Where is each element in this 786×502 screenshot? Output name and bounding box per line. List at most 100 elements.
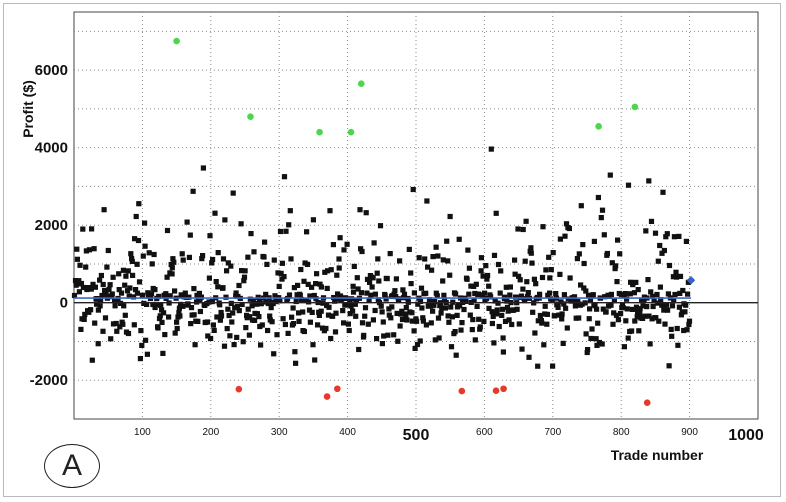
trade-point [327,208,333,214]
trade-point [520,286,526,292]
trade-point [583,288,589,294]
trade-point [507,284,513,290]
trade-point [544,321,550,327]
trade-point [423,322,429,328]
trade-point [506,317,512,323]
trade-point [80,284,86,291]
trade-point [533,281,539,287]
trade-point [129,256,135,262]
trade-point [208,335,214,342]
trade-point [277,298,283,304]
trade-point [403,305,409,311]
trade-point [433,244,439,250]
trade-point [335,291,341,297]
trade-point [100,328,106,334]
trade-point [666,262,673,269]
trade-point [561,301,567,307]
trade-point [596,339,602,346]
trade-point [432,299,438,305]
trade-point [220,256,227,262]
trade-point [92,320,98,326]
trade-point [411,290,417,296]
trade-point [271,257,277,263]
trade-point [415,301,421,307]
trade-point [209,260,215,266]
trade-point [604,250,610,257]
trade-point [595,320,601,326]
trade-point [399,316,406,323]
trade-point [211,327,217,333]
trade-point [236,282,242,289]
trade-points [71,146,693,369]
trade-point [116,271,122,277]
x-tick-label: 500 [403,427,430,444]
trade-point [516,321,522,327]
trade-point [431,302,437,308]
trade-point [495,261,502,268]
trade-point [200,253,206,259]
trade-point [386,312,392,318]
trade-point [355,286,361,292]
trade-point [354,275,360,281]
trade-point [125,268,131,274]
trade-point [142,243,148,249]
trade-point [446,319,452,325]
trade-point [432,337,438,343]
trade-point [151,251,157,258]
trade-point [215,284,221,290]
trade-point [337,235,343,241]
trade-point [445,258,451,264]
trade-point [685,291,691,297]
trade-point [563,305,569,311]
trade-point [94,301,100,307]
trade-point [524,279,530,285]
trade-point [359,320,366,326]
trade-point [263,291,269,297]
x-tick-label: 400 [339,427,356,438]
trade-point [344,241,350,247]
x-tick-label: 700 [544,427,561,438]
trade-point [528,245,534,251]
trade-point [677,290,683,296]
trade-point [685,279,691,285]
trade-point [75,281,81,287]
trade-point [112,303,118,309]
trade-point [310,217,316,223]
trade-point [671,297,677,303]
trade-point [212,210,218,216]
trade-point [146,250,152,256]
trade-point [176,305,182,311]
trade-point [584,349,590,356]
trade-point [332,329,339,335]
trade-point [544,311,550,317]
trade-point [456,236,462,242]
trade-point [643,228,649,234]
trade-point [89,226,95,232]
trade-point [356,346,362,353]
trade-point [625,335,631,341]
trade-point [380,319,386,325]
trade-point [440,257,446,263]
trade-point [566,225,572,232]
trade-point [504,304,511,310]
trade-point [332,298,338,304]
trade-point [273,299,279,305]
trade-point [209,299,215,305]
trade-point [453,291,459,297]
trade-point [620,305,626,311]
trade-point [435,315,442,321]
trade-point [246,332,252,338]
trade-point [439,305,445,311]
trade-point [301,328,307,335]
trade-point [442,305,448,311]
trade-point [309,284,315,290]
trade-point [617,251,623,257]
trade-point [612,266,618,272]
trade-point [153,301,159,307]
trade-point [640,303,646,309]
trade-point [522,297,528,304]
trade-point [133,287,139,293]
trade-point [674,274,680,280]
trade-point [199,256,205,262]
trade-point [348,303,354,309]
